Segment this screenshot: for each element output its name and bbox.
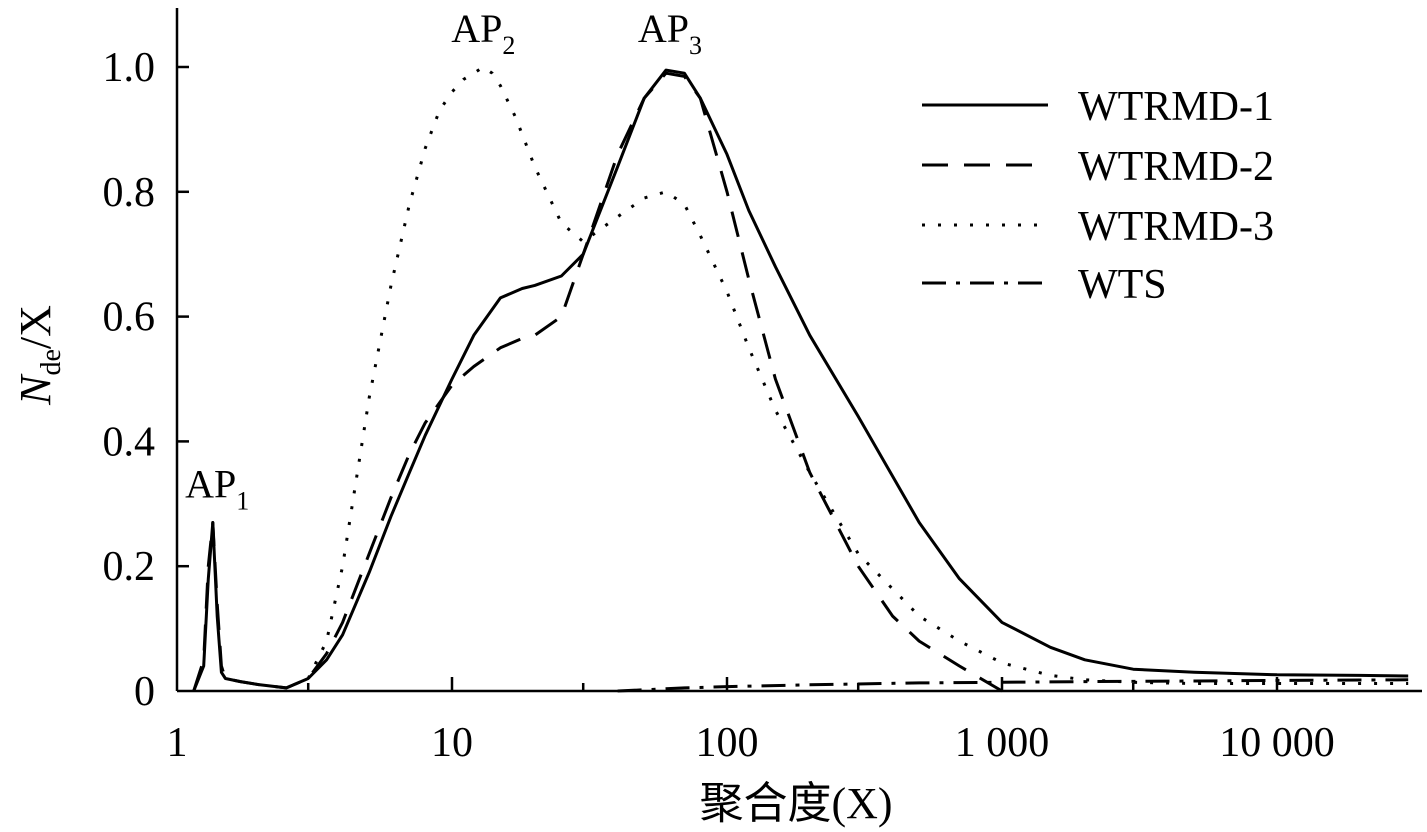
annotations: AP1 AP2 AP3 xyxy=(185,6,702,516)
series-line-wtrmd-3 xyxy=(306,65,1409,685)
legend-label: WTRMD-1 xyxy=(1078,84,1274,130)
y-axis-label-group: Nde/X xyxy=(11,305,67,406)
legend-label: WTRMD-2 xyxy=(1078,144,1274,190)
legend: WTRMD-1 WTRMD-2 WTRMD-3 WTS xyxy=(922,84,1274,308)
y-tick-label: 0.2 xyxy=(103,544,156,590)
y-tick-label: 0.8 xyxy=(103,170,156,216)
legend-item-wtrmd-1: WTRMD-1 xyxy=(922,84,1274,130)
legend-item-wtrmd-2: WTRMD-2 xyxy=(922,144,1274,190)
y-axis-label-n: N xyxy=(11,373,60,406)
y-ticks: 0 0.2 0.4 0.6 0.8 1.0 xyxy=(103,45,189,715)
x-tick-label: 10 xyxy=(431,720,473,766)
legend-label: WTS xyxy=(1078,262,1167,308)
x-axis-label: 聚合度(X) xyxy=(699,779,892,828)
axes xyxy=(175,8,1422,693)
peak-label-2: AP2 xyxy=(451,6,515,60)
series-line-wts xyxy=(617,678,1409,693)
peak-label-1: AP1 xyxy=(185,462,249,516)
x-tick-label: 1 000 xyxy=(955,720,1050,766)
x-ticks: 1 10 100 1 000 10 000 xyxy=(167,677,1335,766)
y-tick-label: 0.4 xyxy=(103,419,156,465)
y-axis-label-subscript: de xyxy=(36,349,67,375)
y-axis-label: Nde/X xyxy=(11,305,67,406)
y-axis-label-x: /X xyxy=(11,305,60,349)
y-tick-label: 0 xyxy=(134,669,155,715)
peak-label-3: AP3 xyxy=(638,6,702,60)
legend-item-wtrmd-3: WTRMD-3 xyxy=(922,204,1274,250)
series-line-wtrmd-2 xyxy=(192,71,1003,693)
legend-label: WTRMD-3 xyxy=(1078,204,1274,250)
x-tick-label: 1 xyxy=(167,720,188,766)
legend-item-wts: WTS xyxy=(922,262,1167,308)
y-tick-label: 0.6 xyxy=(103,295,156,341)
x-tick-label: 100 xyxy=(696,720,759,766)
series-group xyxy=(192,65,1409,693)
y-tick-label: 1.0 xyxy=(103,45,156,91)
x-tick-label: 10 000 xyxy=(1219,720,1335,766)
